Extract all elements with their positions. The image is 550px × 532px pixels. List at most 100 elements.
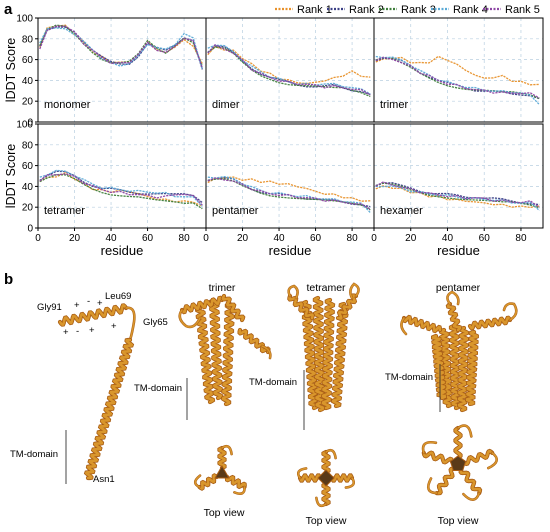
helix-body xyxy=(439,328,453,408)
series-trimer-rank1 xyxy=(375,55,540,86)
helix-body xyxy=(218,446,226,470)
tetramer-loop-2 xyxy=(349,282,360,300)
trimer-side-helix xyxy=(237,327,271,355)
loop-body xyxy=(446,291,460,305)
legend-label-1: Rank 1 xyxy=(297,4,332,16)
x-tick-label: 40 xyxy=(442,233,454,244)
helix-body xyxy=(431,334,447,400)
trimer-helix-2 xyxy=(208,297,224,401)
series-pentamer-rank1 xyxy=(207,176,371,202)
series-trimer-rank3 xyxy=(375,56,540,100)
trimer-helix-1 xyxy=(194,305,216,405)
pentamer-helix-5 xyxy=(431,333,447,401)
pentamer-helix-4 xyxy=(465,329,479,407)
helix-body xyxy=(301,300,319,410)
trimer-top-helix-2 xyxy=(220,293,246,323)
loop-body xyxy=(297,467,307,479)
plot-title-pentamer: pentamer xyxy=(212,205,259,217)
legend-entry-1: Rank 1 xyxy=(275,4,332,16)
series-hexamer-rank5 xyxy=(375,181,540,208)
x-axis-label: residue xyxy=(269,243,312,258)
loop-body xyxy=(261,345,272,359)
helix-body xyxy=(209,298,223,400)
pentamer-top-view-arm-4 xyxy=(434,466,457,496)
loop-body xyxy=(315,497,327,507)
trimer-top-view-loop-2 xyxy=(233,485,246,495)
x-tick-label: 0 xyxy=(35,233,41,244)
tetramer-loop-1 xyxy=(287,284,299,300)
loop-body xyxy=(221,445,233,455)
series-pentamer-rank5 xyxy=(207,177,371,210)
plot-title-trimer: trimer xyxy=(380,99,408,111)
label-asn1: Asn1 xyxy=(93,474,115,485)
series-tetramer-rank5 xyxy=(39,173,203,206)
legend-label-4: Rank 4 xyxy=(453,4,488,16)
tetramer-helix-2 xyxy=(312,295,326,413)
charge-plus-2: + xyxy=(97,298,103,309)
helix-body xyxy=(195,306,215,404)
y-tick-label: 100 xyxy=(16,120,33,131)
helix-body xyxy=(459,467,482,495)
tetramer-structure xyxy=(287,282,360,413)
plot-frame-hexamer xyxy=(373,123,544,229)
pentamer-top-helix-2 xyxy=(467,315,513,331)
y-tick-label: 80 xyxy=(22,140,34,151)
loop-body xyxy=(178,309,201,328)
pentamer-top-view-arm-3 xyxy=(458,466,483,496)
charge-plus-3: + xyxy=(63,327,69,338)
series-dimer-rank2 xyxy=(207,45,371,96)
legend-entry-3: Rank 3 xyxy=(379,4,436,16)
y-tick-label: 0 xyxy=(27,224,33,235)
loop-body xyxy=(345,477,355,489)
pentamer-top-view-arm-2 xyxy=(461,448,495,467)
y-tick-label: 40 xyxy=(22,182,34,193)
trimer-top-view-arm-1 xyxy=(217,445,227,471)
loop-body xyxy=(125,306,136,341)
label-leu69: Leu69 xyxy=(105,291,132,302)
helix-body xyxy=(84,338,134,480)
label-gly91: Gly91 xyxy=(37,302,62,313)
helix-body xyxy=(198,474,219,490)
charge-plus-5: + xyxy=(111,321,117,332)
y-tick-label: 100 xyxy=(16,14,33,25)
y-tick-label: 40 xyxy=(22,76,34,87)
loop-body xyxy=(457,424,473,438)
loop-body xyxy=(503,302,518,321)
pentamer-top-view-loop-3 xyxy=(462,491,481,501)
pentamer-top-helix-1 xyxy=(401,314,443,334)
x-axis-label: residue xyxy=(437,243,480,258)
x-tick-label: 40 xyxy=(273,233,285,244)
trimer-top-view-pore xyxy=(214,464,230,479)
tetramer-top-helix-2 xyxy=(335,293,359,321)
x-tick-label: 20 xyxy=(237,233,249,244)
helix-body xyxy=(465,330,479,406)
x-tick-label: 60 xyxy=(310,233,322,244)
loop-body xyxy=(194,474,201,488)
legend-label-3: Rank 3 xyxy=(401,4,436,16)
x-tick-label: 40 xyxy=(105,233,117,244)
tetramer-tm-domain-label: TM-domain xyxy=(249,377,298,388)
panel-label-b: b xyxy=(4,271,14,288)
x-tick-label: 0 xyxy=(371,233,377,244)
tetramer-title: tetramer xyxy=(306,282,346,294)
pentamer-top-view-label: Top view xyxy=(437,515,479,527)
trimer-title: trimer xyxy=(208,282,236,294)
trimer-top-helix-1 xyxy=(179,295,225,315)
series-monomer-rank2 xyxy=(39,26,203,70)
x-tick-label: 60 xyxy=(479,233,491,244)
helix-body xyxy=(449,324,461,410)
pentamer-top-view-loop-1 xyxy=(456,424,473,438)
tetramer-top-view-pore xyxy=(317,469,335,487)
helix-body xyxy=(330,474,354,482)
y-tick-label: 80 xyxy=(22,34,34,45)
series-hexamer-rank3 xyxy=(375,182,540,209)
tetramer-helix-3 xyxy=(320,297,336,411)
trimer-top-view-arm-2 xyxy=(224,474,247,490)
plot-pentamer: pentamer xyxy=(205,123,375,231)
helix-body xyxy=(321,298,335,410)
trimer-tm-domain-label: TM-domain xyxy=(134,383,183,394)
helix-body xyxy=(457,326,469,412)
legend-label-2: Rank 2 xyxy=(349,4,384,16)
x-tick-label: 80 xyxy=(515,233,527,244)
loop-body xyxy=(487,452,498,469)
